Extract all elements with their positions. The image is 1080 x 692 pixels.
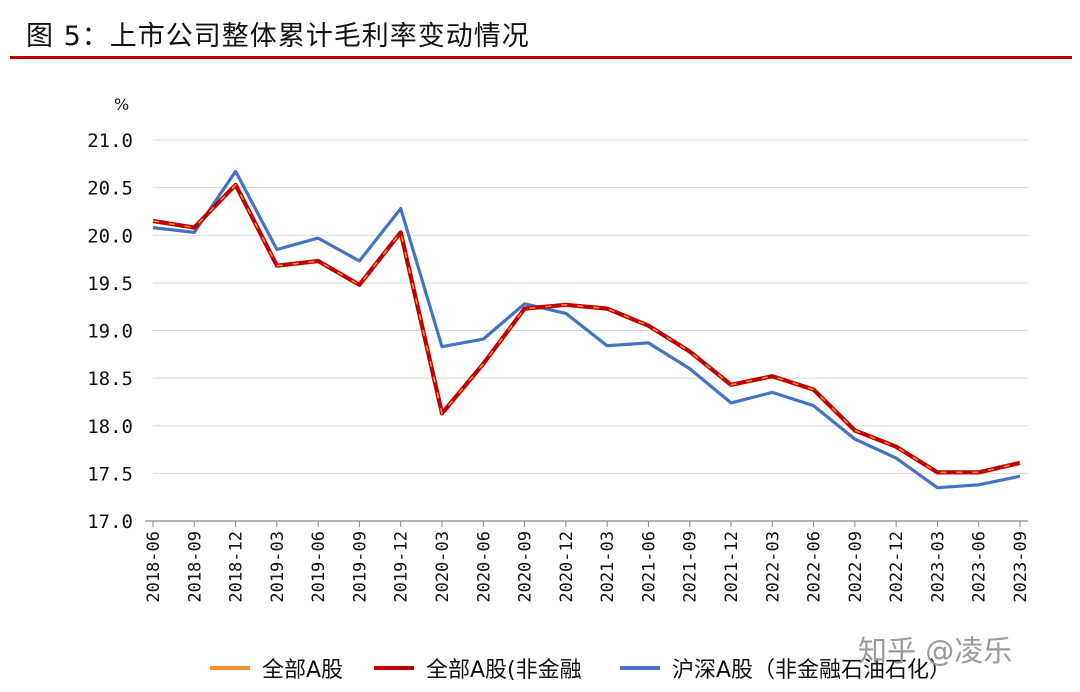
y-tick-label: 20.0	[87, 225, 133, 247]
x-tick-label: 2020-03	[433, 531, 453, 603]
y-tick-label: 20.5	[87, 178, 133, 200]
x-tick-label: 2023-03	[928, 531, 948, 603]
y-tick-label: 18.5	[87, 368, 133, 390]
x-tick-label: 2019-09	[350, 531, 370, 603]
x-tick-label: 2020-12	[557, 531, 577, 603]
x-tick-label: 2021-06	[639, 531, 659, 603]
legend-label-hs-a: 沪深A股（非金融石油石化）	[672, 658, 952, 683]
x-tick-label: 2021-09	[681, 531, 701, 603]
y-tick-label: 17.5	[87, 463, 133, 485]
x-tick-label: 2018-06	[144, 531, 164, 603]
legend-item-all-a-nonfin: 全部A股(非金融	[374, 652, 582, 684]
x-tick-label: 2019-03	[268, 531, 288, 603]
y-tick-label: 17.0	[87, 511, 133, 533]
legend-item-hs-a: 沪深A股（非金融石油石化）	[620, 652, 951, 684]
x-tick-label: 2022-09	[846, 531, 866, 603]
x-tick-label: 2020-06	[474, 531, 494, 603]
y-tick-label: 18.0	[87, 416, 133, 438]
x-tick-label: 2018-12	[227, 531, 247, 603]
x-tick-label: 2021-12	[722, 531, 742, 603]
title-rule	[10, 56, 1072, 59]
series-line-hs-a-nonfin-ex-petro	[152, 169, 1021, 490]
watermark: 知乎 @凌乐	[858, 634, 1013, 668]
x-tick-label: 2021-03	[598, 531, 618, 603]
legend-item-all-a: 全部A股	[210, 652, 343, 684]
y-tick-label: 19.0	[87, 321, 133, 343]
series-line-all-a	[152, 184, 1021, 474]
x-tick-label: 2023-09	[1011, 531, 1031, 603]
x-tick-label: 2020-09	[516, 531, 536, 603]
legend-swatch-hs-a	[620, 666, 660, 670]
figure-title: 图 5：上市公司整体累计毛利率变动情况	[26, 21, 530, 52]
x-tick-label: 2022-06	[805, 531, 825, 603]
x-tick-label: 2022-12	[887, 531, 907, 603]
legend-swatch-all-a	[210, 666, 250, 670]
legend-label-all-a: 全部A股	[262, 658, 344, 683]
legend-swatch-all-a-nonfin	[374, 666, 414, 670]
x-tick-label: 2022-03	[763, 531, 783, 603]
x-tick-label: 2018-09	[185, 531, 205, 603]
chart-legend: 全部A股 全部A股(非金融 沪深A股（非金融石油石化）	[0, 652, 1080, 688]
x-tick-label: 2019-12	[392, 531, 412, 603]
y-tick-label: 19.5	[87, 273, 133, 295]
y-tick-label: 21.0	[87, 130, 133, 152]
line-chart: % 21.0 20.5 20.0 19.5 19.0 18.5 18.0 17.5 17.0 201…	[87, 95, 1031, 603]
x-tick-label: 2023-06	[970, 531, 990, 603]
x-tick-label: 2019-06	[309, 531, 329, 603]
legend-label-all-a-nonfin: 全部A股(非金融	[426, 658, 582, 683]
y-unit-label: %	[114, 95, 129, 114]
